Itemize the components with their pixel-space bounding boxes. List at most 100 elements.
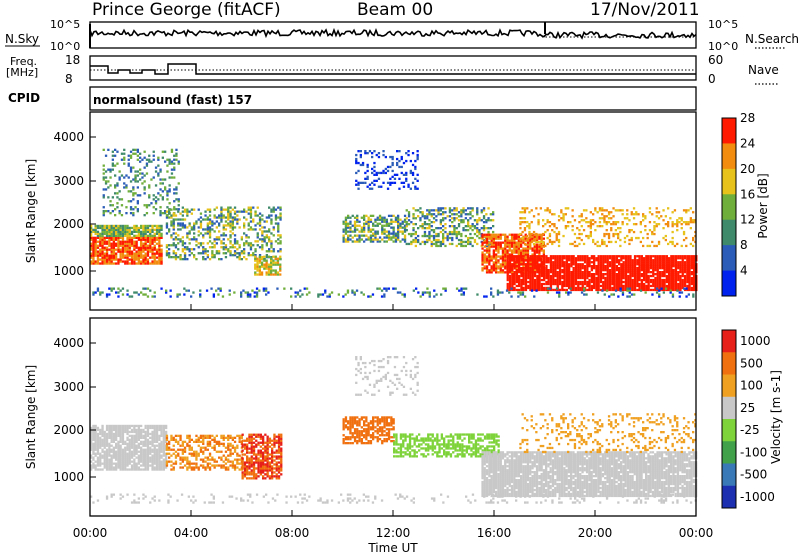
data-cell xyxy=(464,225,467,228)
data-cell xyxy=(218,214,221,217)
data-cell xyxy=(149,240,152,243)
data-cell xyxy=(208,230,212,233)
data-cell xyxy=(462,221,465,224)
data-cell xyxy=(497,251,500,254)
data-cell xyxy=(587,221,590,224)
data-cell xyxy=(570,288,573,292)
data-cell xyxy=(606,280,609,284)
data-cell xyxy=(390,218,393,221)
data-cell xyxy=(545,273,548,276)
data-cell xyxy=(462,219,465,222)
data-cell xyxy=(607,217,611,220)
data-cell xyxy=(119,242,122,245)
data-cell xyxy=(213,238,216,241)
data-cell xyxy=(112,287,115,290)
data-cell xyxy=(483,265,486,268)
data-cell xyxy=(590,278,593,282)
data-cell xyxy=(279,214,282,217)
data-cell xyxy=(152,212,155,215)
data-cell xyxy=(526,247,530,250)
data-cell xyxy=(565,269,568,272)
data-cell xyxy=(112,228,115,231)
data-cell xyxy=(658,278,662,282)
data-cell xyxy=(522,259,525,262)
data-cell xyxy=(654,288,657,292)
data-cell xyxy=(506,253,509,256)
data-cell xyxy=(195,240,198,243)
data-cell xyxy=(497,271,500,274)
data-cell xyxy=(170,222,173,225)
data-cell xyxy=(208,236,212,239)
data-cell xyxy=(580,291,584,294)
data-cell xyxy=(119,426,122,430)
data-cell xyxy=(542,253,545,256)
data-cell xyxy=(538,284,541,288)
data-cell xyxy=(549,259,553,262)
data-cell xyxy=(215,250,218,253)
data-cell xyxy=(164,186,167,189)
data-cell xyxy=(144,244,147,247)
data-cell xyxy=(522,274,525,278)
data-cell xyxy=(483,267,486,270)
data-cell xyxy=(265,242,268,245)
data-cell xyxy=(689,219,692,222)
data-cell xyxy=(108,226,111,230)
data-cell xyxy=(414,244,417,248)
data-cell xyxy=(110,228,113,231)
data-cell xyxy=(374,220,377,223)
data-cell xyxy=(581,274,584,278)
data-cell xyxy=(151,250,154,253)
data-cell xyxy=(414,159,417,163)
data-cell xyxy=(510,243,514,246)
data-cell xyxy=(568,276,571,280)
data-cell xyxy=(485,244,488,248)
data-cell xyxy=(442,238,445,242)
data-cell xyxy=(513,247,516,250)
data-cell xyxy=(511,265,514,268)
data-cell xyxy=(554,265,557,268)
data-cell xyxy=(168,216,171,219)
data-cell xyxy=(654,284,657,288)
data-cell xyxy=(105,468,109,471)
data-cell xyxy=(381,218,384,221)
data-cell xyxy=(136,194,139,197)
data-cell xyxy=(665,276,668,280)
data-cell xyxy=(254,212,257,215)
data-cell xyxy=(94,426,97,430)
data-cell xyxy=(627,280,630,284)
data-cell xyxy=(552,267,555,270)
data-cell xyxy=(99,248,102,251)
data-cell xyxy=(586,273,589,276)
data-cell xyxy=(125,184,128,187)
data-cell xyxy=(126,293,129,296)
data-cell xyxy=(136,202,139,205)
data-cell xyxy=(690,267,693,270)
data-cell xyxy=(437,244,440,248)
data-cell xyxy=(610,217,613,220)
data-cell xyxy=(455,244,458,248)
data-cell xyxy=(188,224,191,227)
data-cell xyxy=(202,252,205,255)
data-cell xyxy=(134,192,137,195)
data-cell xyxy=(132,152,135,155)
data-cell xyxy=(220,258,223,261)
data-cell xyxy=(116,202,119,205)
data-cell xyxy=(601,240,604,244)
data-cell xyxy=(688,282,691,286)
data-cell xyxy=(274,263,277,266)
data-cell xyxy=(668,265,671,268)
data-cell xyxy=(99,462,102,465)
data-cell xyxy=(96,438,100,441)
data-cell xyxy=(672,255,675,258)
data-cell xyxy=(365,234,368,237)
data-cell xyxy=(515,233,518,236)
data-cell xyxy=(160,254,163,257)
data-cell xyxy=(153,234,156,237)
data-cell xyxy=(231,222,234,225)
data-cell xyxy=(522,251,525,254)
data-cell xyxy=(679,282,682,286)
data-cell xyxy=(664,215,667,218)
data-cell xyxy=(693,273,696,276)
data-cell xyxy=(143,174,146,177)
data-cell xyxy=(485,269,489,272)
